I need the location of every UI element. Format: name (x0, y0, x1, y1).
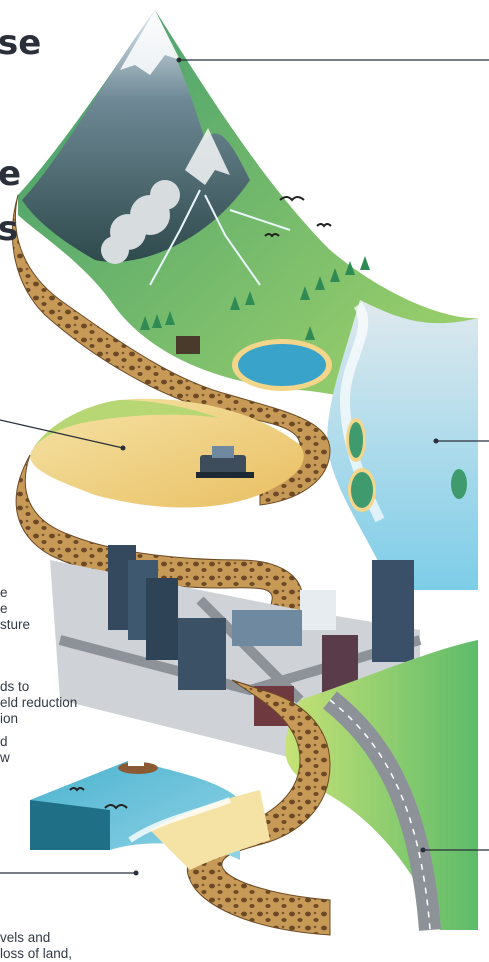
dry-field-surface (30, 398, 304, 508)
river-islands (346, 418, 467, 512)
left-text-line-5: eld reduction (0, 695, 78, 710)
sea-side (30, 800, 110, 850)
callout-lines (0, 59, 489, 874)
left-text-line-2: e (0, 601, 8, 616)
glacier-peak (185, 128, 230, 185)
river (327, 300, 478, 590)
soil-layer-lower (186, 679, 331, 936)
soil-layer-upper (12, 194, 331, 506)
birds-sea (69, 787, 128, 810)
heading-fragment-3: s (0, 209, 19, 249)
callout-dots (120, 57, 439, 876)
heading-fragment-2: e (0, 154, 22, 194)
mountain-snow-peak (120, 10, 180, 75)
bottom-text-line-2: loss of land, (0, 946, 73, 961)
left-text-line-1: e (0, 585, 8, 600)
left-text-line-6: ion (0, 711, 19, 726)
mist-cloud (101, 180, 180, 264)
coast-waves (128, 797, 232, 843)
heading-fragment-1: se (0, 23, 42, 63)
mountain-rock (22, 10, 250, 262)
left-text-line-3: sture (0, 617, 31, 632)
cabin (176, 336, 200, 354)
mountain-streams (149, 189, 291, 286)
beach (150, 790, 270, 870)
left-text-line-4: ds to (0, 679, 30, 694)
bottom-text-line-1: vels and (0, 930, 51, 945)
dry-field-edge (30, 400, 220, 455)
birds-top (264, 196, 332, 238)
left-text-line-7: d (0, 734, 8, 749)
combine-harvester (196, 446, 254, 478)
left-text-line-8: w (0, 750, 10, 765)
